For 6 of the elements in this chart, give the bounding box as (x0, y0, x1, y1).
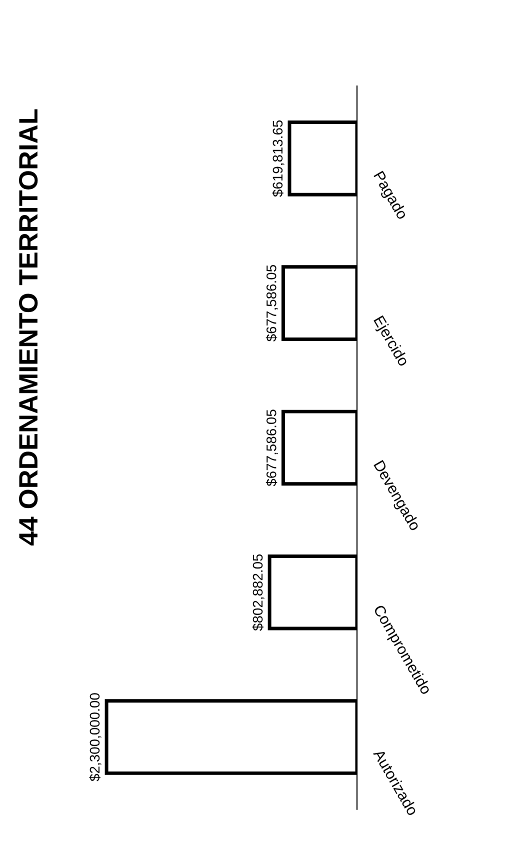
data-label: $677,586.05 (266, 410, 278, 486)
text: 44 ORDENAMIENTO TERRITORIAL (18, 109, 38, 546)
data-label: $677,586.05 (266, 265, 278, 342)
data-label: $619,813.65 (272, 120, 284, 197)
data-label: $2,300,000.00 (89, 693, 102, 782)
data-label: $802,882.05 (252, 554, 264, 631)
